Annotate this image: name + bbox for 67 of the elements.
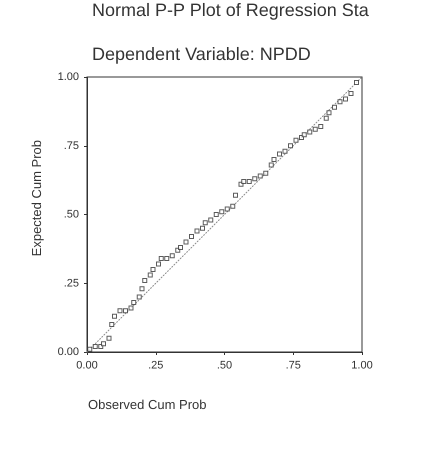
point [338,99,342,104]
point [150,267,156,272]
point [241,179,246,184]
y-tick-label: 1.00 [58,71,79,83]
point [318,124,324,129]
y-tick-label: .25 [64,277,79,290]
x-tick-label: .50 [216,360,232,372]
point [194,228,200,234]
x-axis-title: Observed Cum Prob [88,397,206,412]
point [230,204,236,209]
point [214,212,219,217]
point [282,148,288,154]
point [123,308,128,314]
point [354,80,359,85]
point [128,306,134,310]
point [140,286,144,292]
point [348,91,354,96]
x-tick-label: 1.00 [351,360,373,372]
point [156,262,161,266]
point [106,336,112,341]
point [294,138,298,143]
chart-subtitle: Dependent Variable: NPDD [92,44,311,64]
point [343,96,348,102]
point [233,192,238,198]
x-tick-label: 0.00 [76,360,98,372]
point [324,116,329,121]
point [208,218,214,222]
point [189,234,194,239]
point [118,308,122,314]
point [258,174,263,178]
point [277,152,282,156]
point [268,162,274,168]
point [200,226,205,231]
x-tick-label: .25 [148,360,164,372]
y-axis-title: Expected Cum Prob [29,140,44,256]
y-tick-label: .75 [64,140,79,152]
point [224,206,230,212]
point [92,344,98,349]
point [101,341,106,346]
point [263,170,268,176]
point [158,256,164,261]
point [312,126,318,132]
point [184,240,188,244]
point [252,176,258,182]
y-tick-label: 0.00 [58,346,79,358]
point [332,104,337,110]
point [202,220,208,226]
point [219,209,224,214]
point [288,143,293,148]
point [148,272,153,278]
point [178,245,183,250]
chart-title: Normal P-P Plot of Regression Sta [92,0,370,20]
point [112,314,117,319]
point [164,256,170,261]
point [246,179,252,184]
point [307,130,312,134]
point [142,278,148,283]
x-tick-label: .75 [286,360,301,372]
point [136,294,142,300]
point [302,132,307,138]
y-tick-label: .50 [64,208,79,220]
point [87,346,92,352]
point [131,300,136,305]
point [272,157,276,162]
point [170,253,175,258]
point [109,322,114,327]
point [326,110,332,116]
